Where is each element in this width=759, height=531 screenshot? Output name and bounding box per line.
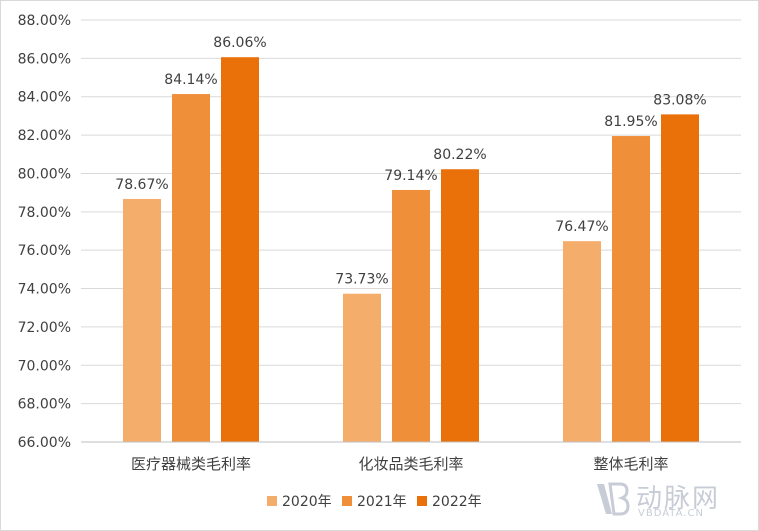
y-tick-label: 84.00%	[18, 90, 71, 106]
bar	[563, 241, 601, 442]
y-tick-label: 66.00%	[18, 435, 71, 451]
legend-label: 2022年	[432, 494, 482, 510]
data-label: 86.06%	[213, 35, 266, 51]
bar	[343, 293, 381, 442]
data-label: 81.95%	[604, 114, 657, 130]
legend: 2020年 2021年 2022年	[267, 494, 482, 510]
legend-label: 2021年	[357, 494, 407, 510]
data-label: 83.08%	[653, 92, 706, 108]
legend-swatch	[267, 496, 277, 506]
legend-swatch	[417, 496, 427, 506]
bar	[123, 198, 161, 442]
bar	[221, 57, 259, 442]
data-label: 78.67%	[115, 177, 168, 193]
category-label: 化妆品类毛利率	[358, 455, 463, 473]
category-label: 整体毛利率	[593, 455, 668, 473]
watermark: 动脉网 VBDATA.CN	[594, 478, 744, 522]
vb-logo-icon	[597, 482, 630, 516]
y-tick-label: 68.00%	[18, 397, 71, 413]
y-axis: 66.00% 68.00% 70.00% 72.00% 74.00% 76.00% 78.0…	[18, 13, 71, 451]
watermark-text: 动脉网	[636, 484, 721, 514]
y-tick-label: 86.00%	[18, 51, 71, 67]
bar	[612, 136, 650, 443]
data-label: 73.73%	[335, 272, 388, 288]
y-tick-label: 82.00%	[18, 128, 71, 144]
bar	[392, 189, 430, 442]
y-tick-label: 74.00%	[18, 282, 71, 298]
data-label: 84.14%	[164, 72, 217, 88]
bar	[172, 94, 210, 443]
data-label: 80.22%	[433, 147, 486, 163]
y-tick-label: 70.00%	[18, 358, 71, 374]
y-tick-label: 80.00%	[18, 166, 71, 182]
data-label: 76.47%	[555, 219, 608, 235]
y-tick-label: 72.00%	[18, 320, 71, 336]
y-tick-label: 88.00%	[18, 13, 71, 29]
legend-swatch	[342, 496, 352, 506]
y-tick-label: 76.00%	[18, 243, 71, 259]
bar	[661, 114, 699, 442]
y-tick-label: 78.00%	[18, 205, 71, 221]
bars	[123, 57, 699, 443]
data-labels: 78.67% 84.14% 86.06% 73.73% 79.14% 80.22% 76.4…	[115, 35, 706, 288]
bar	[441, 169, 479, 442]
x-axis: 医疗器械类毛利率 化妆品类毛利率 整体毛利率	[81, 441, 741, 473]
category-label: 医疗器械类毛利率	[131, 455, 251, 473]
legend-label: 2020年	[282, 494, 332, 510]
watermark-subtext: VBDATA.CN	[638, 508, 704, 519]
data-label: 79.14%	[384, 168, 437, 184]
